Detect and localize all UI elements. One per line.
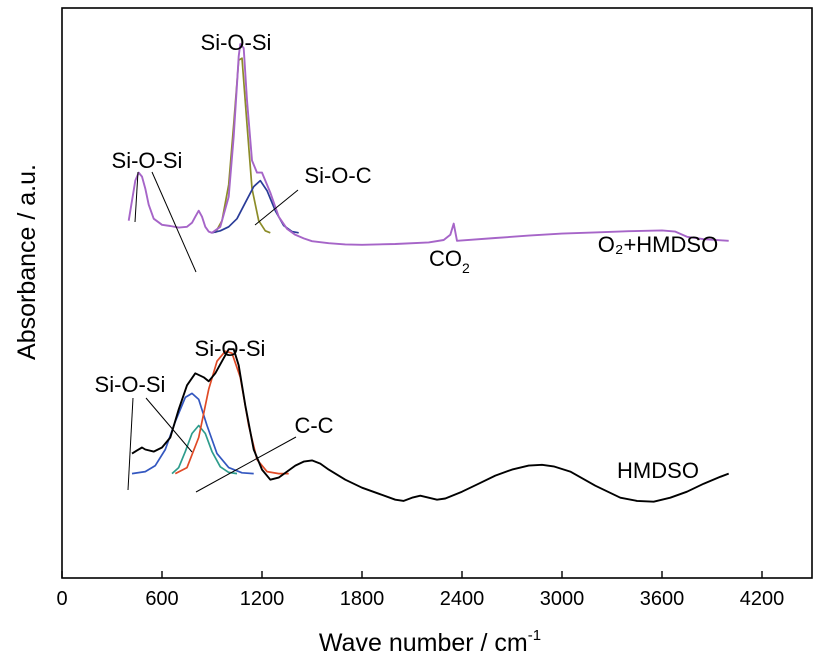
x-axis-ticks: 0 600 1200 1800 2400 3000 3600 4200 (56, 571, 784, 610)
series-line-hmdso-fit-si-o-si-2- (174, 350, 289, 475)
label-bottom-left-si-o-si: Si-O-Si (95, 372, 166, 397)
x-tick-label: 1200 (240, 588, 285, 610)
annotation-leader-line (151, 171, 197, 273)
label-top-si-o-c: Si-O-C (304, 163, 371, 188)
series-line-o2-hmdso-fit-si-o-si (214, 57, 271, 234)
label-co2: CO2 (429, 246, 470, 276)
annotation-leader-line (134, 171, 139, 223)
label-top-peak-si-o-si: Si-O-Si (201, 30, 272, 55)
label-bottom-c-c: C-C (294, 413, 333, 438)
series-line-hmdso (131, 348, 730, 503)
annotation-leaders (127, 171, 299, 493)
y-axis-label: Absorbance / a.u. (13, 164, 41, 360)
label-o2-hmdso: O₂+HMDSO (598, 232, 718, 257)
x-axis-label: Wave number / cm-1 (319, 627, 541, 657)
label-co2-sub: 2 (462, 260, 470, 276)
label-hmdso: HMDSO (617, 458, 699, 483)
series-line-o2-hmdso (127, 43, 729, 246)
series-line-hmdso-fit-si-o-si-1- (131, 392, 254, 475)
annotation-leader-line (254, 189, 299, 226)
x-tick-label: 1800 (340, 588, 385, 610)
x-axis-label-text: Wave number / cm (319, 629, 528, 657)
label-bottom-peak-si-o-si: Si-O-Si (195, 336, 266, 361)
x-tick-label: 600 (145, 588, 178, 610)
plot-frame (61, 7, 813, 579)
x-tick-label: 4200 (740, 588, 785, 610)
series-line-hmdso-fit-c-c (171, 424, 238, 475)
x-tick-label: 3000 (540, 588, 585, 610)
annotation-leader-line (145, 397, 193, 453)
annotation-leader-line (195, 436, 297, 493)
series-layer (127, 43, 730, 503)
annotation-leader-line (127, 397, 134, 491)
x-tick-label: 2400 (440, 588, 485, 610)
x-tick-label: 0 (56, 588, 67, 610)
x-tick-label: 3600 (640, 588, 685, 610)
x-axis-label-sup: -1 (528, 627, 541, 644)
label-top-left-si-o-si: Si-O-Si (112, 148, 183, 173)
label-co2-base: CO (429, 246, 462, 271)
